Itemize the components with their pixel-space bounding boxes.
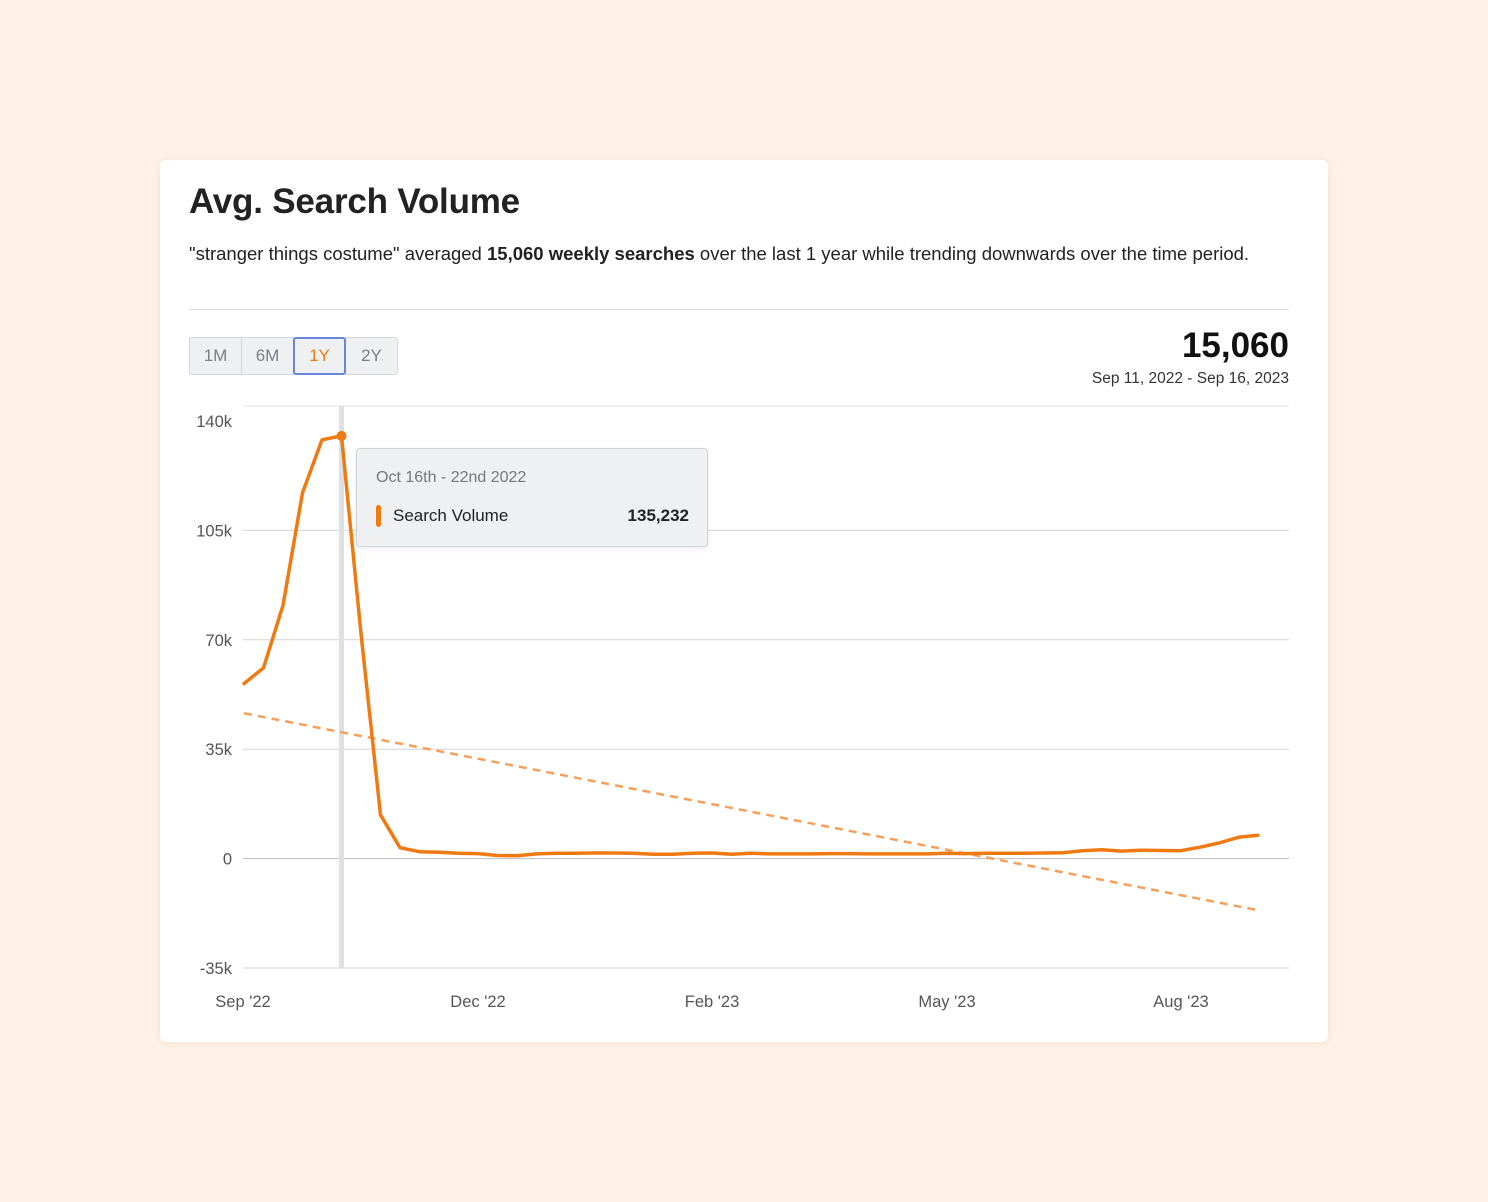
chart-tooltip: Oct 16th - 22nd 2022 Search Volume 135,2… bbox=[356, 448, 708, 547]
tooltip-date: Oct 16th - 22nd 2022 bbox=[376, 469, 527, 486]
range-button-1y[interactable]: 1Y bbox=[293, 337, 346, 375]
card-title: Avg. Search Volume bbox=[189, 182, 520, 221]
y-axis-ticks: 140k 105k 70k 35k 0 -35k bbox=[196, 413, 233, 978]
x-tick-label: Aug '23 bbox=[1153, 993, 1208, 1011]
x-tick-label: Feb '23 bbox=[685, 993, 740, 1011]
search-volume-line bbox=[242, 434, 1260, 858]
trend-line bbox=[243, 712, 1259, 912]
y-tick-label: 35k bbox=[205, 741, 232, 759]
y-tick-label: 70k bbox=[205, 632, 232, 650]
chart-grid bbox=[243, 405, 1289, 969]
description-highlight: 15,060 weekly searches bbox=[487, 243, 695, 264]
summary-date-range: Sep 11, 2022 - Sep 16, 2023 bbox=[1091, 370, 1289, 387]
search-volume-chart[interactable]: 140k 105k 70k 35k 0 -35k Sep '22 Dec '22 Feb '2… bbox=[160, 160, 1328, 1042]
header-divider bbox=[189, 309, 1289, 310]
summary-value: 15,060 bbox=[1181, 326, 1289, 365]
series-line-layer bbox=[242, 430, 1260, 858]
time-range-selector: 1M 6M 1Y 2Y bbox=[189, 337, 398, 377]
hovered-data-point bbox=[336, 430, 347, 441]
x-tick-label: Dec '22 bbox=[450, 993, 505, 1011]
x-tick-label: May '23 bbox=[918, 993, 975, 1011]
y-tick-label: 140k bbox=[196, 413, 233, 431]
y-tick-label: -35k bbox=[200, 960, 233, 978]
range-button-6m[interactable]: 6M bbox=[241, 337, 294, 375]
description-prefix: "stranger things costume" averaged bbox=[189, 243, 487, 264]
trend-line-layer bbox=[243, 712, 1259, 912]
search-volume-card: Avg. Search Volume "stranger things cost… bbox=[160, 160, 1328, 1042]
y-tick-label: 105k bbox=[196, 522, 233, 540]
tooltip-series-label: Search Volume bbox=[393, 506, 509, 525]
range-button-1m[interactable]: 1M bbox=[189, 337, 242, 375]
x-tick-label: Sep '22 bbox=[215, 993, 270, 1011]
description-suffix: over the last 1 year while trending down… bbox=[694, 243, 1250, 264]
tooltip-series-swatch bbox=[376, 505, 381, 527]
tooltip-value: 135,232 bbox=[627, 506, 689, 525]
x-axis-ticks: Sep '22 Dec '22 Feb '23 May '23 Aug '23 bbox=[215, 993, 1208, 1011]
y-tick-label: 0 bbox=[223, 851, 232, 869]
card-description: "stranger things costume" averaged 15,06… bbox=[189, 240, 1299, 267]
